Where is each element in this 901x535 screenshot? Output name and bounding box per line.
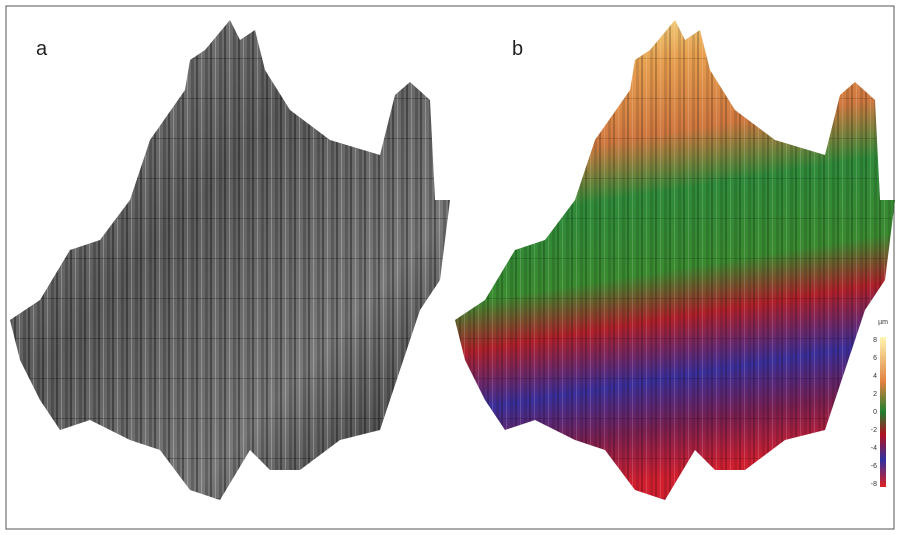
colorbar-tick-label: -4 (871, 445, 877, 452)
surface-a (10, 20, 450, 500)
frame (5, 5, 895, 530)
colorbar-tick-label: -2 (871, 427, 877, 434)
surface-b (455, 20, 895, 500)
panel-label: b (512, 38, 523, 60)
colorbar-tick-label: -6 (871, 463, 877, 470)
colorbar-tick-label: 8 (873, 337, 877, 344)
colorbar-tick-label: 0 (873, 409, 877, 416)
colorbar-tick-label: 6 (873, 355, 877, 362)
panel-label: a (36, 38, 48, 60)
colorbar-tick-label: -8 (871, 481, 877, 488)
colorbar-tick-label: 2 (873, 391, 877, 398)
colorbar-tick-label: 4 (873, 373, 877, 380)
colorbar-unit: µm (878, 319, 888, 326)
colorbar (880, 337, 886, 487)
